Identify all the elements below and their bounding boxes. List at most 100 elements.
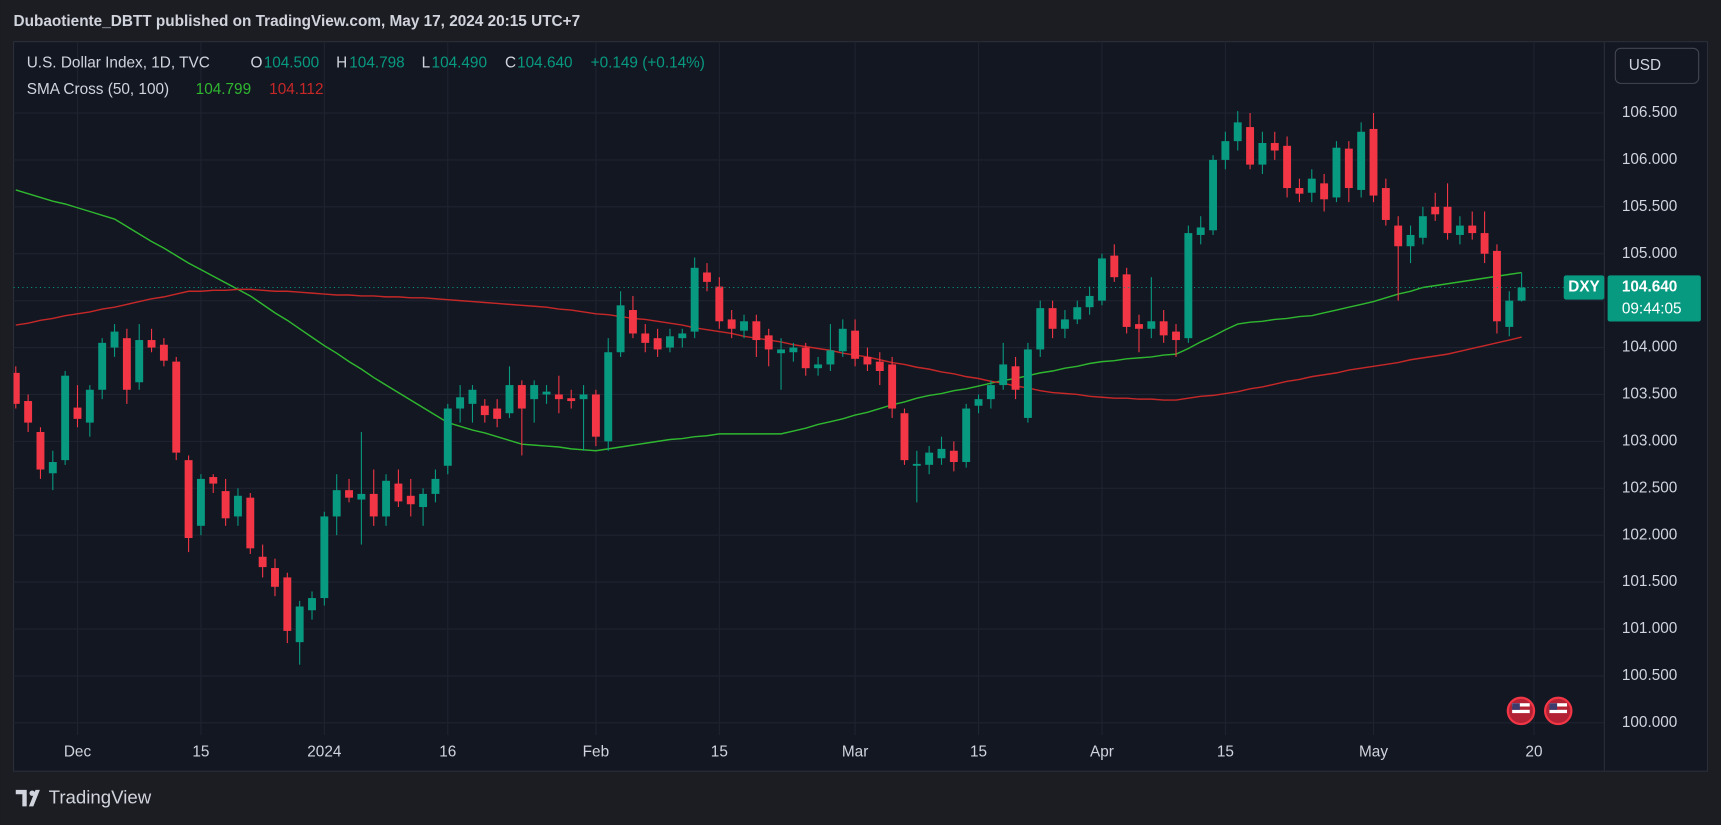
x-tick-label: May xyxy=(1359,744,1388,761)
publisher-line: Dubaotiente_DBTT published on TradingVie… xyxy=(14,13,581,30)
candle-body xyxy=(1406,234,1415,247)
candle-body xyxy=(1418,216,1427,238)
candle-body xyxy=(764,335,773,350)
candle-body xyxy=(986,385,995,400)
candle-body xyxy=(1209,159,1217,231)
price-tag: 104.640 xyxy=(1622,279,1677,296)
candle-body xyxy=(604,352,613,442)
candle-body xyxy=(937,448,946,459)
candle-body xyxy=(271,568,279,587)
candle-body xyxy=(122,338,131,390)
candle-body xyxy=(61,375,70,461)
candle-body xyxy=(690,267,699,332)
x-tick-label: 15 xyxy=(192,744,209,761)
candle-body xyxy=(1085,295,1094,308)
candle-body xyxy=(73,407,82,419)
indicator-name: SMA Cross (50, 100) xyxy=(27,81,169,98)
symbol-title: U.S. Dollar Index, 1D, TVC xyxy=(27,55,210,72)
y-tick-label: 102.500 xyxy=(1622,479,1677,496)
candle-body xyxy=(36,431,45,470)
candle-body xyxy=(740,321,748,331)
candle-body xyxy=(789,347,798,353)
candle-body xyxy=(752,321,761,341)
candle-body xyxy=(641,333,650,343)
candle-body xyxy=(246,497,255,549)
candle-body xyxy=(1221,141,1230,160)
symbol-tag-box xyxy=(1563,275,1605,300)
candle-body xyxy=(912,463,921,466)
candle-body xyxy=(962,408,971,463)
currency-button[interactable] xyxy=(1614,47,1700,84)
y-tick-label: 100.500 xyxy=(1622,667,1677,684)
candle-body xyxy=(456,397,465,409)
candle-body xyxy=(209,477,218,484)
x-tick-label: 15 xyxy=(970,744,987,761)
x-tick-label: 15 xyxy=(1217,744,1234,761)
candle-body xyxy=(826,350,835,365)
y-tick-label: 103.500 xyxy=(1622,386,1677,403)
x-tick-label: 15 xyxy=(711,744,728,761)
candle-body xyxy=(863,356,872,365)
candle-body xyxy=(1147,321,1156,329)
candle-body xyxy=(308,598,316,611)
candle-body xyxy=(715,286,724,322)
candle-body xyxy=(1394,225,1403,247)
y-tick-label: 101.500 xyxy=(1622,573,1677,590)
candle-body xyxy=(234,495,242,517)
candle-body xyxy=(184,460,193,539)
candle-body xyxy=(1159,321,1168,336)
candle-body xyxy=(1036,308,1045,350)
candle-body xyxy=(1233,122,1242,142)
candle-body xyxy=(579,394,588,400)
candle-body xyxy=(468,389,477,404)
candle-body xyxy=(814,364,823,369)
x-tick-label: 2024 xyxy=(307,744,342,761)
candle-body xyxy=(949,450,958,463)
candle-body xyxy=(1196,227,1205,235)
candle-body xyxy=(1295,188,1304,194)
indicator-value: 104.112 xyxy=(269,81,323,98)
candle-body xyxy=(1258,143,1267,165)
x-tick-label: Mar xyxy=(842,744,868,761)
candle-body xyxy=(1307,178,1316,193)
candle-body xyxy=(295,606,304,643)
candle-body xyxy=(1369,128,1378,196)
legend-value: 104.640 xyxy=(517,55,572,72)
candle-body xyxy=(1357,131,1366,190)
candle-body xyxy=(135,340,144,383)
candle-body xyxy=(369,493,378,517)
x-tick-label: Dec xyxy=(64,744,92,761)
candle-body xyxy=(1480,233,1489,254)
legend-key: C xyxy=(505,55,516,72)
candle-body xyxy=(1110,255,1119,278)
candle-body xyxy=(777,349,785,354)
currency-label[interactable]: USD xyxy=(1629,57,1661,74)
candle-body xyxy=(24,401,33,423)
symbol-tag: DXY xyxy=(1568,279,1600,296)
x-tick-label: Feb xyxy=(583,744,609,761)
candle-body xyxy=(493,408,502,419)
candle-body xyxy=(258,556,267,568)
candle-body xyxy=(925,452,934,465)
legend-key: O xyxy=(251,55,263,72)
candle-body xyxy=(1073,307,1082,320)
y-tick-label: 101.000 xyxy=(1622,620,1677,637)
candle-body xyxy=(147,340,156,348)
candle-body xyxy=(517,385,526,409)
candle-body xyxy=(110,331,119,348)
x-tick-label: 20 xyxy=(1525,744,1542,761)
y-tick-label: 103.000 xyxy=(1622,432,1677,449)
candle-body xyxy=(628,310,637,334)
flag-icons xyxy=(1506,696,1573,726)
legend-value: 104.500 xyxy=(264,55,319,72)
candle-body xyxy=(1381,188,1390,220)
candle-body xyxy=(1517,287,1526,301)
candle-body xyxy=(320,516,329,599)
x-tick-label: Apr xyxy=(1090,744,1114,761)
countdown: 09:44:05 xyxy=(1622,301,1682,318)
candle-body xyxy=(999,364,1008,386)
candle-body xyxy=(505,385,514,414)
indicator-value: 104.799 xyxy=(196,81,251,98)
candle-body xyxy=(1246,127,1255,165)
